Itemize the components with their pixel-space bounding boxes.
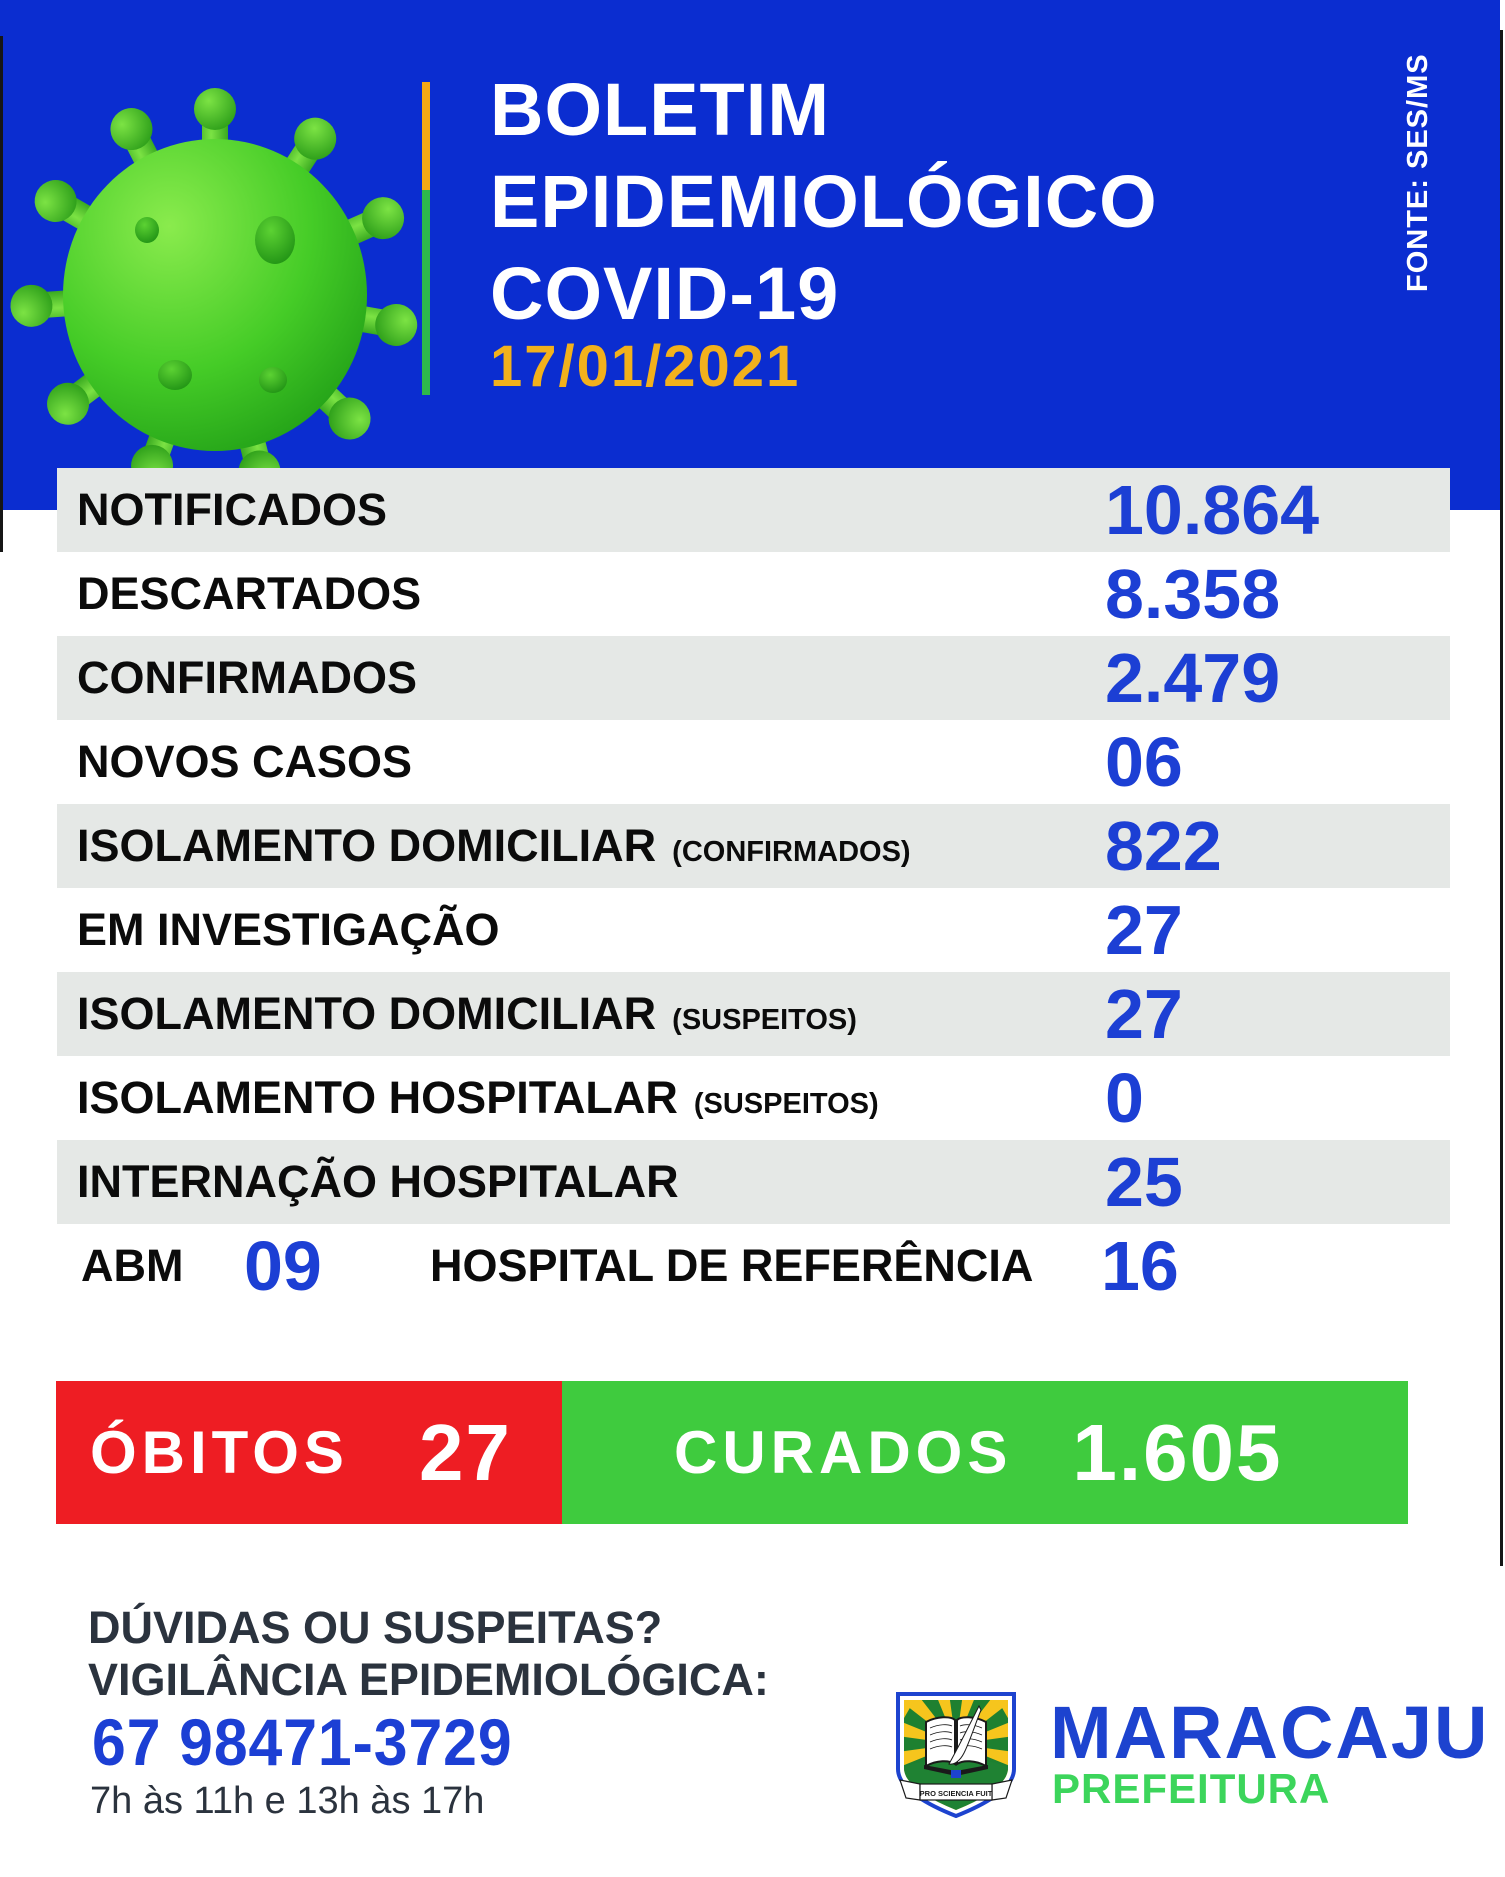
footer-question: DÚVIDAS OU SUSPEITAS? (88, 1602, 663, 1653)
stat-label: NOTIFICADOS (77, 484, 387, 535)
stat-value: 25 (1105, 1143, 1183, 1221)
maracaju-coat-of-arms: PRO SCIENCIA FUIT (896, 1692, 1016, 1818)
stat-label: NOVOS CASOS (77, 736, 413, 787)
footer-department: VIGILÂNCIA EPIDEMIOLÓGICA: (88, 1654, 769, 1705)
hospital-referencia-label: HOSPITAL DE REFERÊNCIA (430, 1240, 1034, 1291)
quill-icon (948, 1704, 982, 1765)
stat-value: 27 (1105, 975, 1183, 1053)
stat-row-descartados: DESCARTADOS 8.358 (57, 552, 1450, 636)
stat-value: 06 (1105, 723, 1183, 801)
stat-sublabel: (CONFIRMADOS) (672, 836, 911, 868)
deaths-value: 27 (418, 1407, 512, 1497)
stat-row-isolamento-domiciliar-suspeitos: ISOLAMENTO DOMICILIAR (SUSPEITOS) 27 (57, 972, 1450, 1056)
stat-row-internacao-hospitalar: INTERNAÇÃO HOSPITALAR 25 (57, 1140, 1450, 1224)
cured-value: 1.605 (1072, 1407, 1283, 1497)
abm-label: ABM (81, 1240, 184, 1291)
stat-row-isolamento-hospitalar-suspeitos: ISOLAMENTO HOSPITALAR (SUSPEITOS) 0 (57, 1056, 1450, 1140)
stat-label: EM INVESTIGAÇÃO (77, 904, 500, 955)
stat-row-abm-hospital: ABM 09 HOSPITAL DE REFERÊNCIA 16 (57, 1224, 1450, 1308)
stat-sublabel: (SUSPEITOS) (672, 1004, 857, 1036)
stat-label: CONFIRMADOS (77, 652, 417, 703)
deaths-label: ÓBITOS (90, 1419, 349, 1486)
stat-row-notificados: NOTIFICADOS 10.864 (57, 468, 1450, 552)
stat-value: 0 (1105, 1059, 1144, 1137)
stat-row-isolamento-domiciliar-confirmados: ISOLAMENTO DOMICILIAR (CONFIRMADOS) 822 (57, 804, 1450, 888)
stat-label: INTERNAÇÃO HOSPITALAR (77, 1156, 679, 1207)
stat-value: 27 (1105, 891, 1183, 969)
accent-bar-orange (422, 82, 430, 190)
accent-bar-green (422, 190, 430, 395)
stat-label: DESCARTADOS (77, 568, 422, 619)
title-accent-bar (422, 82, 430, 395)
stat-label: ISOLAMENTO HOSPITALAR (77, 1072, 678, 1123)
stat-row-em-investigacao: EM INVESTIGAÇÃO 27 (57, 888, 1450, 972)
stat-value: 822 (1105, 807, 1222, 885)
stat-row-novos-casos: NOVOS CASOS 06 (57, 720, 1450, 804)
service-hours: 7h às 11h e 13h às 17h (90, 1780, 485, 1822)
cured-label: CURADOS (674, 1419, 1013, 1486)
motto-text: PRO SCIENCIA FUIT (920, 1789, 993, 1798)
cured-box: CURADOS 1.605 (562, 1381, 1408, 1524)
prefeitura-wordmark: PREFEITURA (1052, 1765, 1331, 1812)
hospital-referencia-value: 16 (1101, 1227, 1179, 1305)
source-note: FONTE: SES/MS (1402, 53, 1434, 292)
city-wordmark: MARACAJU (1050, 1691, 1490, 1774)
motto-ribbon: PRO SCIENCIA FUIT (899, 1779, 1013, 1801)
page-title: BOLETIM EPIDEMIOLÓGICO COVID-19 (490, 68, 1158, 335)
right-edge-line (1500, 30, 1503, 1566)
deaths-box: ÓBITOS 27 (56, 1381, 562, 1524)
stat-sublabel: (SUSPEITOS) (693, 1088, 879, 1120)
abm-value: 09 (244, 1227, 322, 1305)
left-edge-line (0, 36, 3, 552)
stat-label: ISOLAMENTO DOMICILIAR (77, 820, 657, 871)
stat-label: ISOLAMENTO DOMICILIAR (77, 988, 657, 1039)
virus-body (63, 139, 367, 451)
bulletin-date: 17/01/2021 (490, 334, 801, 399)
stat-value: 8.358 (1105, 555, 1281, 633)
coronavirus-icon (10, 88, 418, 493)
stat-value: 10.864 (1105, 471, 1320, 549)
open-book (924, 1704, 988, 1778)
stat-row-confirmados: CONFIRMADOS 2.479 (57, 636, 1450, 720)
stat-value: 2.479 (1105, 639, 1281, 717)
contact-phone: 67 98471-3729 (92, 1705, 513, 1779)
